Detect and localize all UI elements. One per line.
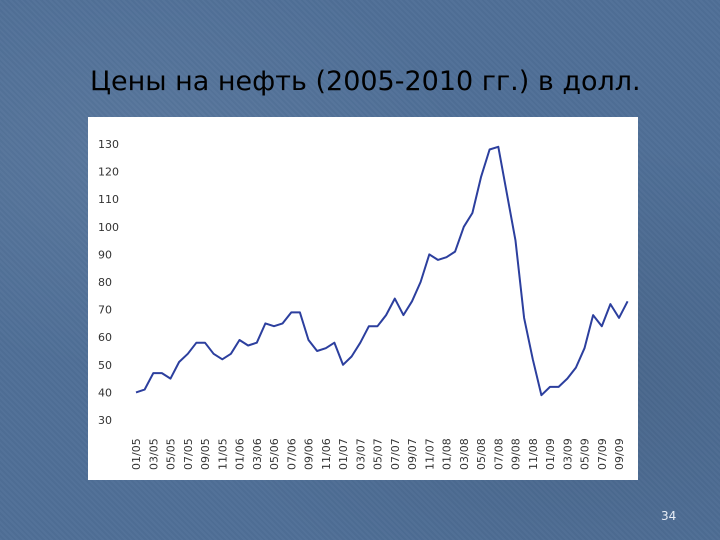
slide-title: Цены на нефть (2005-2010 гг.) в долл. (90, 66, 641, 97)
x-tick-label: 09/08 (510, 438, 523, 470)
x-tick-label: 07/08 (492, 438, 505, 470)
oil-price-line-chart: 130 120 110 100 90 80 70 60 50 40 30 01/05 03/05 05/… (98, 138, 629, 470)
x-tick-label: 11/08 (527, 438, 540, 470)
x-tick-label: 03/09 (561, 438, 574, 470)
y-tick-label: 130 (98, 138, 119, 151)
x-tick-label: 11/06 (320, 438, 333, 470)
y-tick-label: 40 (98, 386, 112, 399)
x-tick-label: 03/05 (147, 438, 160, 470)
x-tick-label: 09/05 (199, 438, 212, 470)
x-tick-label: 01/09 (544, 438, 557, 470)
y-tick-label: 80 (98, 276, 112, 289)
y-tick-label: 60 (98, 331, 112, 344)
x-tick-label: 01/07 (337, 438, 350, 470)
x-tick-label: 05/07 (372, 438, 385, 470)
x-tick-label: 09/06 (303, 438, 316, 470)
x-tick-label: 05/05 (165, 438, 178, 470)
x-tick-label: 05/09 (579, 438, 592, 470)
chart-panel: 130 120 110 100 90 80 70 60 50 40 30 01/05 03/05 05/… (88, 117, 638, 480)
slide-number: 34 (661, 509, 677, 523)
x-tick-label: 01/08 (441, 438, 454, 470)
y-tick-label: 50 (98, 359, 112, 372)
x-tick-label: 07/07 (389, 438, 402, 470)
y-tick-label: 70 (98, 304, 112, 317)
y-tick-label: 30 (98, 414, 112, 427)
series-line-oil-price (135, 145, 629, 397)
y-tick-label: 90 (98, 248, 112, 261)
x-tick-label: 07/05 (182, 438, 195, 470)
x-tick-label: 01/06 (234, 438, 247, 470)
x-tick-label: 11/05 (216, 438, 229, 470)
y-tick-label: 120 (98, 166, 119, 179)
x-tick-label: 09/09 (613, 438, 626, 470)
x-tick-label: 05/06 (268, 438, 281, 470)
x-tick-label: 11/07 (423, 438, 436, 470)
x-tick-label: 09/07 (406, 438, 419, 470)
x-tick-label: 01/05 (130, 438, 143, 470)
y-axis-labels: 130 120 110 100 90 80 70 60 50 40 30 (98, 138, 119, 427)
y-tick-label: 110 (98, 193, 119, 206)
x-tick-label: 05/08 (475, 438, 488, 470)
x-tick-label: 03/06 (251, 438, 264, 470)
x-axis-labels: 01/05 03/05 05/05 07/05 09/05 11/05 01/06 03/06… (130, 438, 626, 470)
y-tick-label: 100 (98, 221, 119, 234)
x-tick-label: 07/06 (285, 438, 298, 470)
x-tick-label: 03/07 (354, 438, 367, 470)
x-tick-label: 07/09 (596, 438, 609, 470)
x-tick-label: 03/08 (458, 438, 471, 470)
